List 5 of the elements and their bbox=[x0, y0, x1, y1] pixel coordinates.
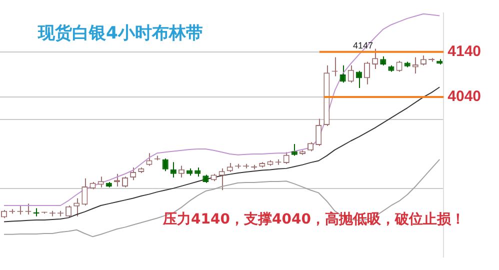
y-tick-label: 4040 bbox=[448, 88, 482, 106]
annotation: 压力4140，支撑4040，高抛低吸，破位止损！ bbox=[162, 210, 465, 228]
y-tick-label: 4140 bbox=[448, 43, 482, 60]
annotation: 4147 bbox=[353, 40, 374, 51]
text: 现货白银4小时布林带 bbox=[37, 23, 203, 44]
